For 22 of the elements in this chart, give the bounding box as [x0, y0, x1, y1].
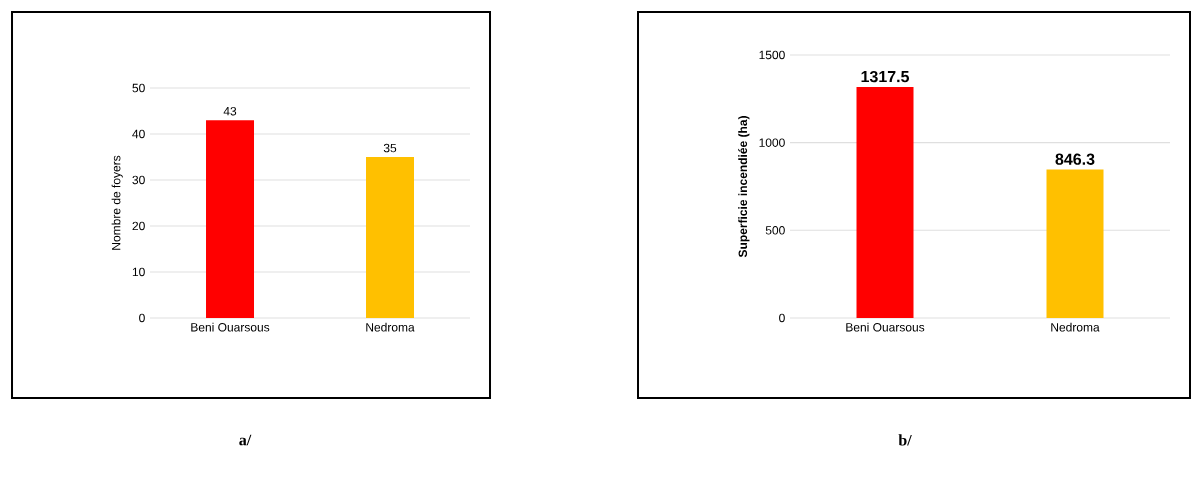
y-tick-label: 20 [132, 221, 145, 231]
y-axis-title: Superficie incendiée (ha) [738, 116, 750, 258]
x-tick-label: Nedroma [366, 322, 415, 332]
data-label: 43 [223, 106, 237, 116]
x-tick-label: Beni Ouarsous [191, 322, 270, 332]
text: a/ [239, 434, 252, 446]
y-tick-label: 10 [132, 267, 145, 277]
y-axis-title: Nombre de foyers [111, 155, 123, 250]
data-label: 35 [383, 143, 397, 153]
y-tick-label: 40 [132, 129, 145, 139]
y-tick-label: 0 [779, 313, 785, 323]
y-tick-label: 1500 [759, 50, 785, 60]
data-label: 1317.5 [861, 70, 910, 83]
y-tick-label: 1000 [759, 138, 785, 147]
text: b/ [898, 434, 912, 446]
y-tick-label: 50 [132, 83, 145, 93]
y-tick-label: 500 [765, 226, 785, 235]
y-tick-label: 30 [132, 175, 145, 185]
data-label: 846.3 [1055, 153, 1095, 165]
x-tick-label: Nedroma [1051, 322, 1100, 332]
y-tick-label: 0 [139, 313, 145, 323]
x-tick-label: Beni Ouarsous [846, 322, 925, 332]
